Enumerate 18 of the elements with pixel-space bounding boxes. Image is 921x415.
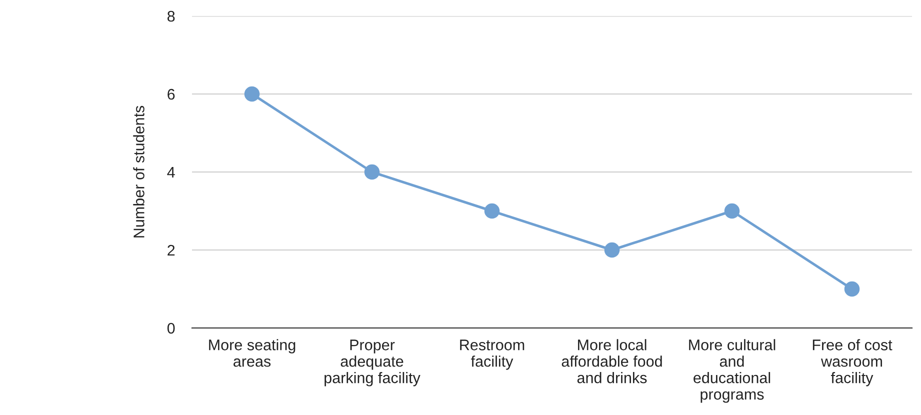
x-tick-label: Restroom facility <box>460 340 524 370</box>
y-tick-label: 6 <box>168 88 175 100</box>
x-tick-label: More cultural and educational programs <box>689 339 776 403</box>
x-tick-label: More seating areas <box>209 339 296 367</box>
y-axis-title: Number of students <box>133 106 144 238</box>
x-tick-label: Free of cost wasroom facility <box>812 339 892 386</box>
x-tick-label: More local affordable food and drinks <box>562 339 662 384</box>
point <box>484 203 500 219</box>
y-tick-label: 4 <box>167 167 175 178</box>
y-tick-label: 2 <box>168 244 175 256</box>
point <box>604 242 620 258</box>
point <box>364 164 380 180</box>
point <box>844 281 860 297</box>
point <box>244 86 260 102</box>
y-tick-label: 0 <box>167 322 175 334</box>
point <box>724 203 740 219</box>
x-tick-label: Proper adequate parking facility <box>324 340 420 386</box>
y-tick-label: 8 <box>168 10 175 22</box>
